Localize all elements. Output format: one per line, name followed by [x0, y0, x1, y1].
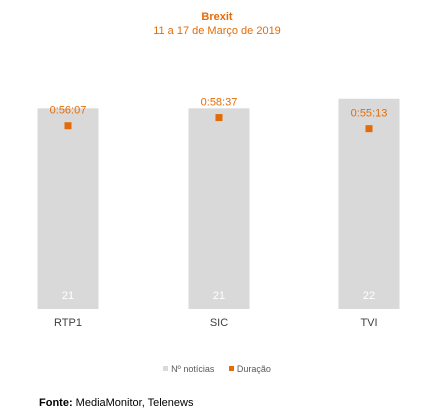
legend-label-news-count: Nº notícias [171, 363, 215, 374]
chart-subtitle: 11 a 17 de Março de 2019 [153, 25, 281, 37]
source-note: Fonte: MediaMonitor, Telenews [39, 397, 193, 409]
bar-tvi [338, 98, 400, 310]
legend-item-duration: Duração [228, 363, 271, 374]
legend-label-duration: Duração [236, 363, 271, 374]
labels-layer: 21 RTP1 0:56:07 21 SIC 0:58:37 22 TVI 0:55:13 [50, 97, 388, 329]
source-label: Fonte: [39, 397, 73, 409]
category-label-rtp1: RTP1 [54, 317, 82, 329]
bar-value-label-sic: 21 [213, 290, 225, 302]
duration-point-rtp1 [64, 122, 72, 130]
duration-point-tvi [365, 125, 373, 133]
bar-value-label-rtp1: 21 [62, 290, 74, 302]
duration-label-tvi: 0:55:13 [351, 108, 388, 120]
bars-layer [37, 98, 400, 310]
points-layer [64, 114, 373, 133]
bar-rtp1 [37, 108, 99, 309]
category-label-tvi: TVI [360, 317, 377, 329]
category-label-sic: SIC [210, 317, 228, 329]
chart-title: Brexit [201, 11, 233, 23]
legend-point-swatch [228, 366, 234, 371]
legend: Nº notícias Duração [0, 363, 434, 374]
source-text: MediaMonitor, Telenews [75, 397, 194, 409]
bar-value-label-tvi: 22 [363, 290, 375, 302]
duration-point-sic [215, 114, 223, 122]
duration-label-sic: 0:58:37 [201, 97, 238, 109]
bar-sic [188, 108, 250, 309]
duration-label-rtp1: 0:56:07 [50, 105, 87, 117]
legend-item-news-count: Nº notícias [163, 364, 214, 374]
legend-bar-swatch [163, 366, 169, 371]
